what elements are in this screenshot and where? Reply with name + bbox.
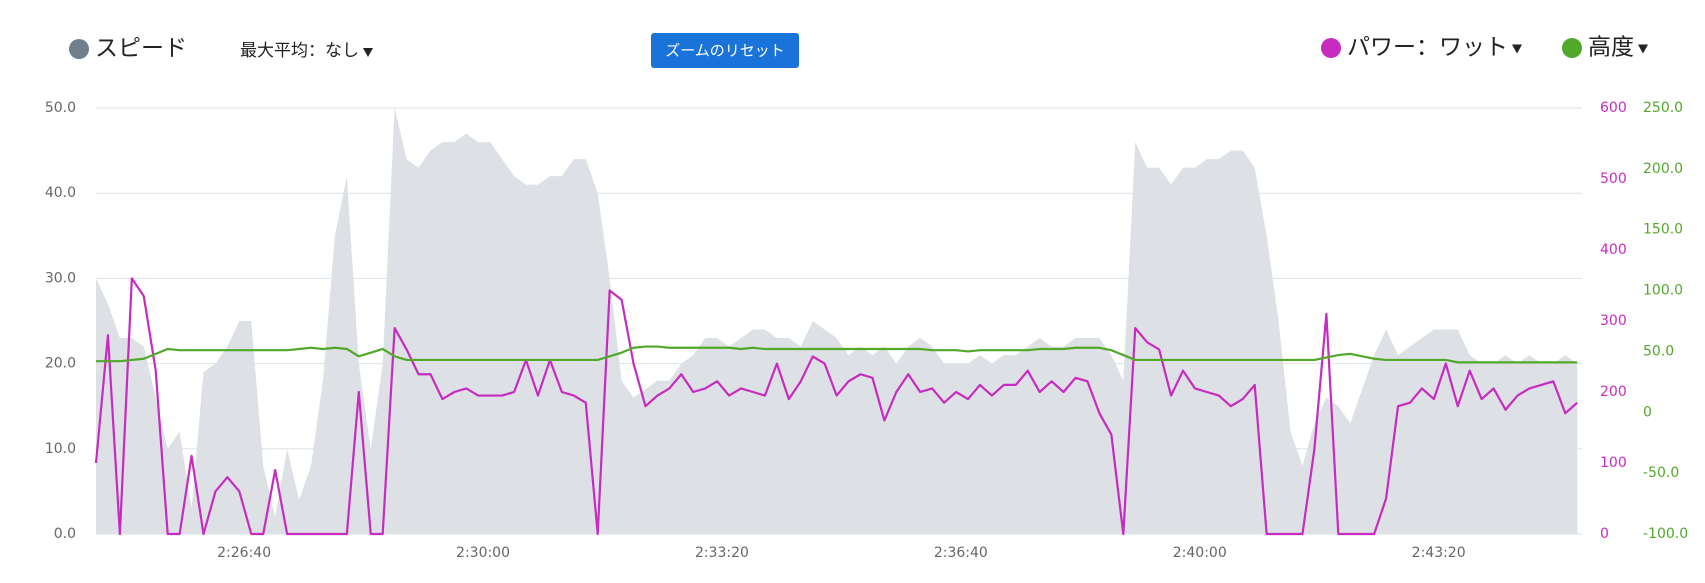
legend-dot	[1321, 38, 1341, 58]
y3-tick-label: 0	[1643, 404, 1652, 420]
y3-tick-label: 250.0	[1643, 100, 1683, 116]
max-average[interactable]: 最大平均：なし	[240, 41, 359, 61]
x-tick-label: 2:26:40	[217, 545, 271, 561]
speed-area	[96, 108, 1578, 534]
legend-entry[interactable]: 高度	[1588, 35, 1634, 61]
legend-entry[interactable]: パワー：ワット	[1347, 35, 1508, 61]
y-tick-label: 20.0	[45, 356, 76, 372]
y2-tick-label: 500	[1600, 171, 1627, 187]
y2-tick-label: 200	[1600, 384, 1627, 400]
y-tick-label: 50.0	[45, 100, 76, 116]
series-line	[94, 277, 1578, 536]
dropdown-arrow[interactable]	[1638, 44, 1648, 54]
reset-zoom-label[interactable]: ズームのリセット	[665, 42, 785, 60]
legend-dot	[1562, 38, 1582, 58]
y-tick-label: 30.0	[45, 270, 76, 286]
x-tick-label: 2:33:20	[695, 545, 749, 561]
y-tick-label: 10.0	[45, 441, 76, 457]
series-line	[96, 345, 1578, 364]
legend-entry[interactable]: スピード	[95, 36, 187, 62]
y-tick-label: 0.0	[54, 526, 76, 542]
x-tick-label: 2:43:20	[1412, 545, 1466, 561]
y3-tick-label: 50.0	[1643, 343, 1674, 359]
y2-tick-label: 600	[1600, 100, 1627, 116]
x-tick-label: 2:40:00	[1173, 545, 1227, 561]
y2-tick-label: 0	[1600, 526, 1609, 542]
dropdown-arrow[interactable]	[1512, 44, 1522, 54]
y3-tick-label: 200.0	[1643, 161, 1683, 177]
y2-tick-label: 300	[1600, 313, 1627, 329]
y-tick-label: 40.0	[45, 185, 76, 201]
x-tick-label: 2:30:00	[456, 545, 510, 561]
y3-tick-label: 100.0	[1643, 283, 1683, 299]
x-tick-label: 2:36:40	[934, 545, 988, 561]
y3-tick-label: -50.0	[1643, 465, 1679, 481]
y2-tick-label: 400	[1600, 242, 1627, 258]
y2-tick-label: 100	[1600, 455, 1627, 471]
reset-zoom-button[interactable]	[651, 33, 799, 68]
dropdown-arrow[interactable]	[363, 48, 373, 57]
y3-tick-label: -100.0	[1643, 526, 1688, 542]
legend-dot	[69, 39, 89, 59]
y3-tick-label: 150.0	[1643, 222, 1683, 238]
